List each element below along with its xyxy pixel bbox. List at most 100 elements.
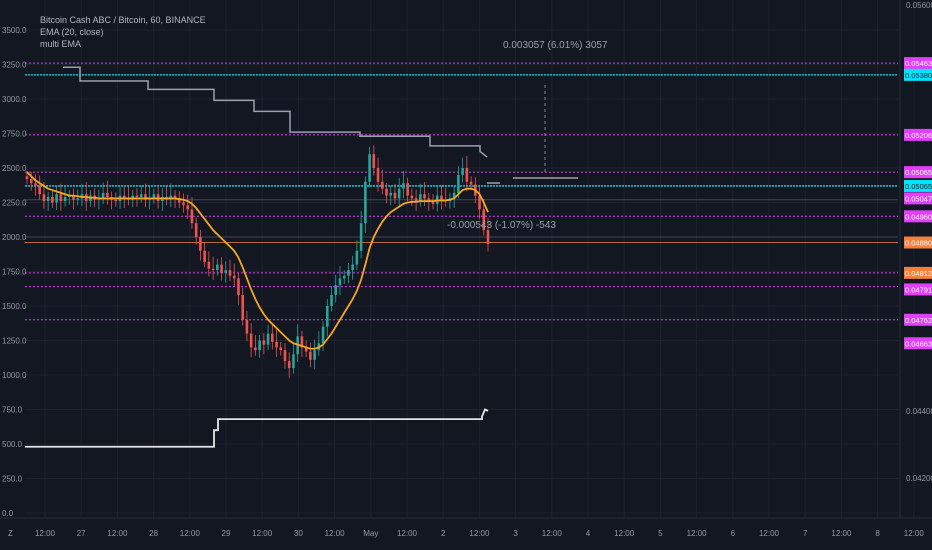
candle-body	[330, 294, 333, 306]
left-tick-label: 3500.0	[2, 26, 27, 35]
candle-body	[334, 285, 338, 295]
candle-body	[152, 194, 156, 199]
time-tick-label: 12:00	[35, 529, 56, 538]
candle-body	[368, 154, 371, 182]
candle-body	[46, 196, 50, 202]
price-tag-label: 0.050654	[905, 168, 932, 177]
price-tag-label: 0.048128	[905, 269, 932, 278]
candle-body	[389, 192, 393, 196]
price-tag-label: 0.054632	[905, 59, 932, 68]
candle-body	[76, 198, 80, 200]
left-tick-label: 500.0	[2, 440, 23, 449]
candle-body	[351, 264, 354, 271]
candle-body	[279, 347, 283, 351]
right-tick-label: 0.056000	[906, 1, 932, 10]
lower-step-line	[25, 408, 489, 448]
candle-body	[216, 264, 219, 271]
candle-body	[101, 192, 105, 199]
candle-body	[469, 181, 473, 185]
price-tag	[904, 283, 932, 296]
candle-body	[402, 183, 405, 189]
candle-body	[63, 196, 67, 202]
candle-body	[266, 333, 270, 345]
candle-body	[139, 194, 143, 197]
time-tick-label: 3	[513, 529, 518, 538]
ema-line	[26, 171, 489, 350]
candle-body	[457, 174, 460, 193]
candle-body	[203, 250, 206, 262]
zoom-icon[interactable]: Z	[8, 529, 13, 538]
candle-body	[275, 341, 278, 348]
candle-body	[486, 230, 490, 244]
candle-body	[258, 340, 261, 351]
measure-upper-label: 0.003057 (6.01%) 3057	[503, 40, 608, 51]
candle-body	[232, 275, 236, 279]
upper-step-line	[63, 66, 488, 158]
price-tag	[904, 166, 932, 179]
candle-body	[38, 185, 41, 195]
left-tick-label: 0.0	[2, 509, 14, 518]
candle-body	[431, 201, 435, 204]
left-axis: 3500.0 3250.0 3000.0 2750.0 2500.0 2250.0 2000…	[2, 26, 27, 518]
candle-body	[199, 237, 202, 251]
time-tick-label: 12:00	[759, 529, 780, 538]
candle-body	[173, 195, 177, 199]
price-tag-label: 0.050651	[905, 182, 932, 191]
time-tick-label: 12:00	[904, 529, 925, 538]
left-tick-label: 250.0	[2, 475, 23, 484]
candle-body	[29, 179, 33, 184]
candle-body	[427, 198, 431, 202]
left-tick-label: 2500.0	[2, 164, 27, 173]
ema-path	[26, 171, 489, 350]
candle-body	[385, 188, 388, 196]
right-tick-label: 0.044000	[906, 407, 932, 416]
time-tick-label: 12:00	[614, 529, 635, 538]
price-tag	[904, 337, 932, 350]
time-tick-label: 5	[658, 529, 663, 538]
candle-body	[34, 183, 37, 186]
candle-body	[338, 278, 342, 286]
time-tick-label: 29	[222, 529, 231, 538]
candle-body	[55, 194, 58, 203]
candle-body	[304, 347, 308, 352]
candle-body	[347, 270, 350, 276]
time-tick-label: 27	[77, 529, 86, 538]
time-tick-label: 28	[149, 529, 158, 538]
time-tick-label: 12:00	[687, 529, 708, 538]
time-tick-label: 8	[875, 529, 880, 538]
left-tick-label: 1000.0	[2, 371, 27, 380]
candle-body	[135, 195, 139, 197]
candle-body	[359, 223, 363, 251]
candle-body	[228, 270, 232, 276]
time-tick-label: 12:00	[252, 529, 273, 538]
candle-body	[249, 333, 253, 348]
candle-body	[211, 268, 215, 271]
candle-body	[122, 195, 126, 199]
candle-body	[194, 223, 198, 237]
left-tick-label: 3250.0	[2, 61, 27, 70]
price-tag-label: 0.047911	[905, 285, 932, 294]
candle-body	[287, 361, 291, 369]
candle-body	[440, 195, 443, 200]
price-tag-label: 0.053802	[905, 71, 932, 80]
left-tick-label: 2000.0	[2, 233, 27, 242]
right-axis[interactable]: 0.056000 0.044000 0.042000 0.054632 0.053802…	[899, 0, 932, 518]
candle-body	[309, 351, 312, 360]
time-axis[interactable]: 12:00 27 12:00 28 12:00 29 12:00 30 12:00 May 12:0…	[0, 517, 932, 538]
measure-tool[interactable]: 0.003057 (6.01%) 3057 -0.000543 (-1.07%)…	[447, 40, 608, 231]
time-tick-label: May	[363, 529, 378, 538]
price-tag	[904, 266, 932, 279]
left-tick-label: 2750.0	[2, 130, 27, 139]
candle-body	[262, 340, 266, 345]
candle-body	[461, 168, 464, 175]
left-tick-label: 3000.0	[2, 95, 27, 104]
right-tick-label: 0.042000	[906, 474, 932, 483]
candle-body	[114, 199, 118, 202]
price-tag-label: 0.050471	[905, 194, 932, 203]
time-tick-label: 6	[731, 529, 736, 538]
left-tick-label: 2250.0	[2, 199, 27, 208]
candle-body	[478, 195, 481, 210]
time-tick-label: 7	[803, 529, 808, 538]
